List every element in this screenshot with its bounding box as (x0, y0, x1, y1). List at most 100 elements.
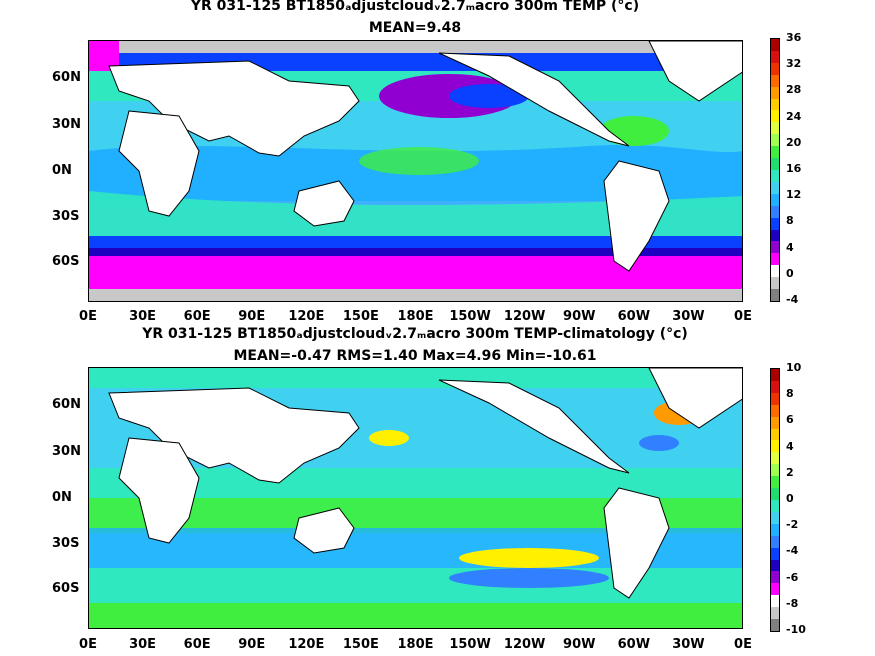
top-colorbar (770, 38, 780, 302)
top-x-tick-label: 60E (183, 309, 211, 324)
top-y-tick-label: 60N (52, 70, 81, 85)
colorbar-swatch (771, 229, 779, 242)
top-colorbar-label: 8 (786, 214, 794, 228)
bottom-y-tick-label: 60N (52, 397, 81, 412)
top-x-tick-label: 120E (288, 309, 325, 324)
colorbar-swatch (771, 476, 779, 489)
bottom-x-tick-label: 60W (617, 637, 651, 652)
colorbar-swatch (771, 98, 779, 111)
bottom-colorbar (770, 368, 780, 632)
bottom-colorbar-label: 10 (786, 361, 802, 374)
bottom-x-tick-label: 180E (397, 637, 434, 652)
bottom-x-tick-label: 30W (672, 637, 705, 652)
bottom-x-tick-label: 90E (238, 637, 266, 652)
top-colorbar-label: 16 (786, 162, 802, 175)
bottom-anomaly-map (88, 367, 743, 629)
top-y-tick-label: 30N (52, 117, 81, 132)
top-colorbar-label: 36 (786, 31, 802, 44)
top-x-tick-label: 120W (503, 309, 546, 324)
colorbar-swatch (771, 193, 779, 206)
bottom-colorbar-label: -8 (786, 596, 799, 610)
top-colorbar-label: 0 (786, 266, 794, 280)
bottom-x-tick-label: 0E (79, 637, 97, 652)
bottom-colorbar-label: -10 (786, 623, 806, 636)
top-colorbar-label: 32 (786, 57, 802, 71)
top-y-tick-label: 0N (52, 163, 72, 178)
colorbar-swatch (771, 277, 779, 290)
top-x-tick-label: 30E (129, 309, 157, 324)
bottom-colorbar-label: 8 (786, 387, 794, 401)
top-map-svg (89, 41, 742, 301)
top-title-line1: YR 031-125 BT1850ₐdjustcloudᵥ2.7ₘacro 30… (190, 0, 640, 14)
colorbar-swatch (771, 416, 779, 429)
top-y-tick-label: 30S (52, 209, 80, 224)
top-colorbar-label: 12 (786, 188, 802, 202)
colorbar-swatch (771, 289, 779, 301)
bottom-colorbar-label: 6 (786, 413, 794, 427)
top-y-tick-label: 60S (52, 254, 80, 269)
bottom-title-line2: MEAN=-0.47 RMS=1.40 Max=4.96 Min=-10.61 (233, 348, 597, 364)
bottom-x-tick-label: 120W (503, 637, 546, 652)
colorbar-swatch (771, 464, 779, 477)
bottom-x-tick-label: 150E (342, 637, 379, 652)
colorbar-swatch (771, 39, 779, 51)
top-x-tick-label: 150E (342, 309, 379, 324)
top-colorbar-label: 28 (786, 83, 802, 97)
colorbar-swatch (771, 440, 779, 453)
top-colorbar-label: 4 (786, 240, 794, 254)
colorbar-swatch (771, 583, 779, 596)
top-colorbar-label: 24 (786, 109, 802, 123)
colorbar-swatch (771, 571, 779, 584)
bottom-colorbar-label: 2 (786, 465, 794, 479)
colorbar-swatch (771, 404, 779, 417)
colorbar-swatch (771, 547, 779, 560)
top-x-tick-label: 30W (672, 309, 705, 324)
top-x-tick-label: 60W (617, 309, 651, 324)
bottom-x-tick-label: 120E (288, 637, 325, 652)
bottom-x-tick-label: 0E (734, 637, 752, 652)
colorbar-swatch (771, 205, 779, 218)
bottom-colorbar-label: 4 (786, 439, 794, 453)
bottom-colorbar-label: -6 (786, 570, 799, 584)
colorbar-swatch (771, 122, 779, 135)
bottom-y-tick-label: 30N (52, 444, 81, 459)
colorbar-swatch (771, 253, 779, 266)
bottom-colorbar-label: 0 (786, 492, 794, 505)
top-temperature-map (88, 40, 743, 302)
bottom-x-tick-label: 150W (449, 637, 491, 652)
top-colorbar-label: -4 (786, 293, 799, 306)
bottom-map-svg (89, 368, 742, 628)
colorbar-swatch (771, 511, 779, 524)
colorbar-swatch (771, 169, 779, 182)
top-x-tick-label: 90E (238, 309, 266, 324)
top-title-line2: MEAN=9.48 (368, 20, 462, 36)
bottom-title-line1: YR 031-125 BT1850ₐdjustcloudᵥ2.7ₘacro 30… (142, 326, 688, 342)
colorbar-swatch (771, 607, 779, 620)
colorbar-swatch (771, 380, 779, 393)
bottom-x-tick-label: 90W (563, 637, 596, 652)
colorbar-swatch (771, 428, 779, 441)
bottom-x-tick-label: 30E (129, 637, 157, 652)
colorbar-swatch (771, 499, 779, 512)
colorbar-swatch (771, 181, 779, 194)
bottom-y-tick-label: 0N (52, 490, 72, 505)
colorbar-swatch (771, 110, 779, 123)
bottom-y-tick-label: 30S (52, 536, 80, 551)
colorbar-swatch (771, 488, 779, 500)
top-x-tick-label: 180E (397, 309, 434, 324)
top-x-tick-label: 90W (563, 309, 596, 324)
colorbar-swatch (771, 559, 779, 572)
colorbar-swatch (771, 452, 779, 465)
colorbar-swatch (771, 535, 779, 548)
colorbar-swatch (771, 134, 779, 147)
colorbar-swatch (771, 158, 779, 170)
colorbar-swatch (771, 619, 779, 631)
colorbar-swatch (771, 217, 779, 230)
bottom-colorbar-label: -4 (786, 544, 799, 558)
colorbar-swatch (771, 50, 779, 63)
bottom-y-tick-label: 60S (52, 581, 80, 596)
colorbar-swatch (771, 265, 779, 278)
colorbar-swatch (771, 146, 779, 159)
colorbar-swatch (771, 74, 779, 87)
colorbar-swatch (771, 392, 779, 405)
